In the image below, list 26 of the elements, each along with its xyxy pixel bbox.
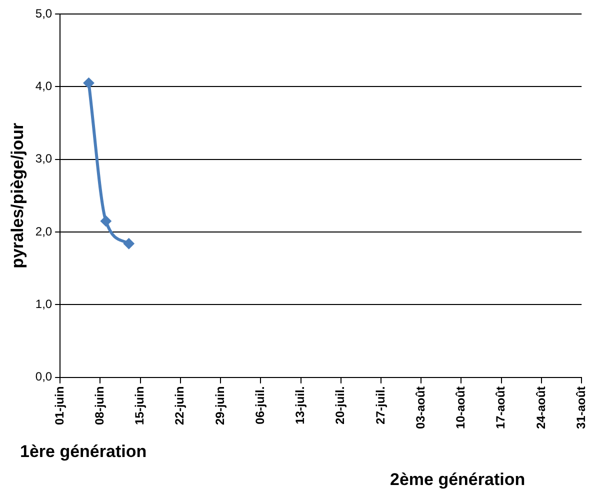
x-tick-label: 22-juin bbox=[172, 386, 187, 425]
y-tick-label: 3,0 bbox=[35, 152, 52, 166]
x-tick-label: 15-juin bbox=[132, 386, 147, 425]
x-tick-label: 24-août bbox=[534, 386, 548, 430]
point bbox=[83, 78, 94, 89]
y-tick-label: 0,0 bbox=[35, 370, 52, 384]
point bbox=[123, 238, 134, 250]
y-tick-label: 2,0 bbox=[35, 224, 52, 238]
text: 2ème génération bbox=[390, 470, 526, 490]
x-tick-label: 29-juin bbox=[212, 386, 227, 425]
y-axis-title: pyrales/piège/jour bbox=[8, 122, 27, 268]
text: 1ère génération bbox=[20, 442, 147, 462]
x-tick-label: 20-juil. bbox=[333, 386, 348, 424]
x-tick-label: 06-juil. bbox=[252, 386, 267, 424]
y-tick-label: 4,0 bbox=[35, 78, 52, 93]
x-tick-label: 10-août bbox=[454, 386, 468, 430]
x-tick-label: 01-juin bbox=[52, 386, 66, 425]
x-tick-label: 13-juil. bbox=[293, 386, 308, 424]
x-tick-label: 08-juin bbox=[92, 386, 107, 425]
point bbox=[100, 216, 112, 227]
x-tick-label: 31-août bbox=[574, 386, 588, 430]
x-tick-label: 27-juil. bbox=[373, 386, 388, 424]
x-tick-label: 17-août bbox=[494, 386, 508, 430]
x-tick-label: 03-août bbox=[413, 386, 428, 430]
y-tick-label: 5,0 bbox=[35, 6, 52, 20]
y-tick-label: 1,0 bbox=[35, 296, 52, 311]
